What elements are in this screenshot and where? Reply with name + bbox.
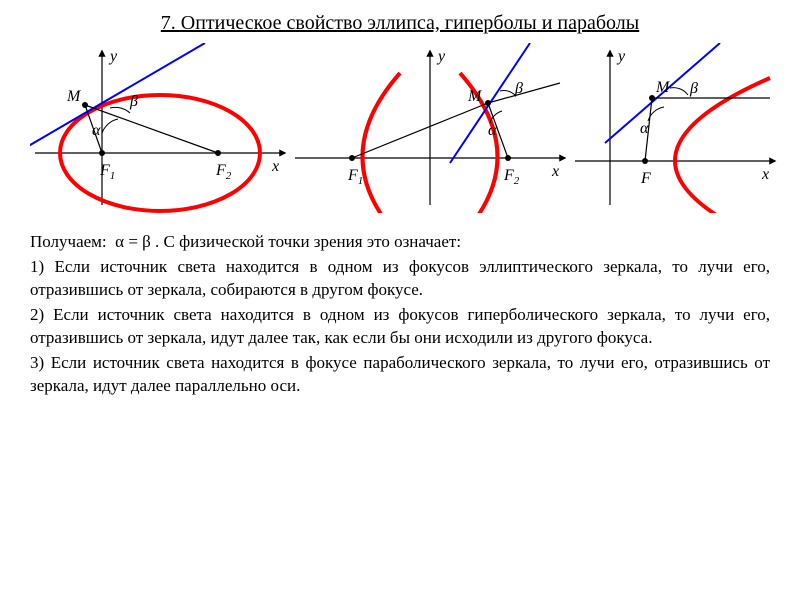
hyperbola-diagram: M F1 F2 x y α β — [290, 43, 570, 213]
svg-text:F: F — [640, 170, 651, 187]
svg-text:β: β — [689, 80, 698, 97]
svg-text:M: M — [655, 79, 671, 96]
svg-text:α: α — [640, 120, 649, 137]
diagrams-row: M F1 F2 x y α β M F1 F2 x y α β M Fx y α β — [30, 43, 770, 213]
parabola-svg: M Fx y α β — [570, 43, 780, 213]
svg-text:α: α — [92, 122, 101, 139]
svg-text:F1: F1 — [347, 167, 363, 187]
item-1: 1) Если источник света находится в одном… — [30, 256, 770, 302]
svg-text:α: α — [488, 122, 497, 139]
ellipse-diagram: MF1F2xyαβ — [30, 43, 290, 213]
item-2: 2) Если источник света находится в одном… — [30, 304, 770, 350]
svg-text:y: y — [108, 48, 118, 65]
svg-text:β: β — [129, 93, 138, 110]
svg-text:x: x — [761, 166, 769, 183]
svg-text:β: β — [514, 80, 523, 97]
svg-text:M: M — [467, 88, 483, 105]
parabola-diagram: M Fx y α β — [570, 43, 780, 213]
svg-text:F2: F2 — [503, 167, 520, 187]
svg-text:y: y — [616, 48, 626, 65]
svg-text:y: y — [436, 48, 446, 65]
svg-text:x: x — [271, 158, 279, 175]
body-text: Получаем: α = β . С физической точки зре… — [30, 231, 770, 398]
hyperbola-svg: M F1 F2 x y α β — [290, 43, 570, 213]
svg-text:x: x — [551, 163, 559, 180]
page-title: 7. Оптическое свойство эллипса, гипербол… — [30, 12, 770, 35]
ellipse-svg: MF1F2xyαβ — [30, 43, 290, 213]
item-3: 3) Если источник света находится в фокус… — [30, 352, 770, 398]
intro-text: Получаем: α = β . С физической точки зре… — [30, 231, 770, 254]
svg-text:F2: F2 — [215, 162, 232, 182]
svg-text:M: M — [66, 88, 82, 105]
